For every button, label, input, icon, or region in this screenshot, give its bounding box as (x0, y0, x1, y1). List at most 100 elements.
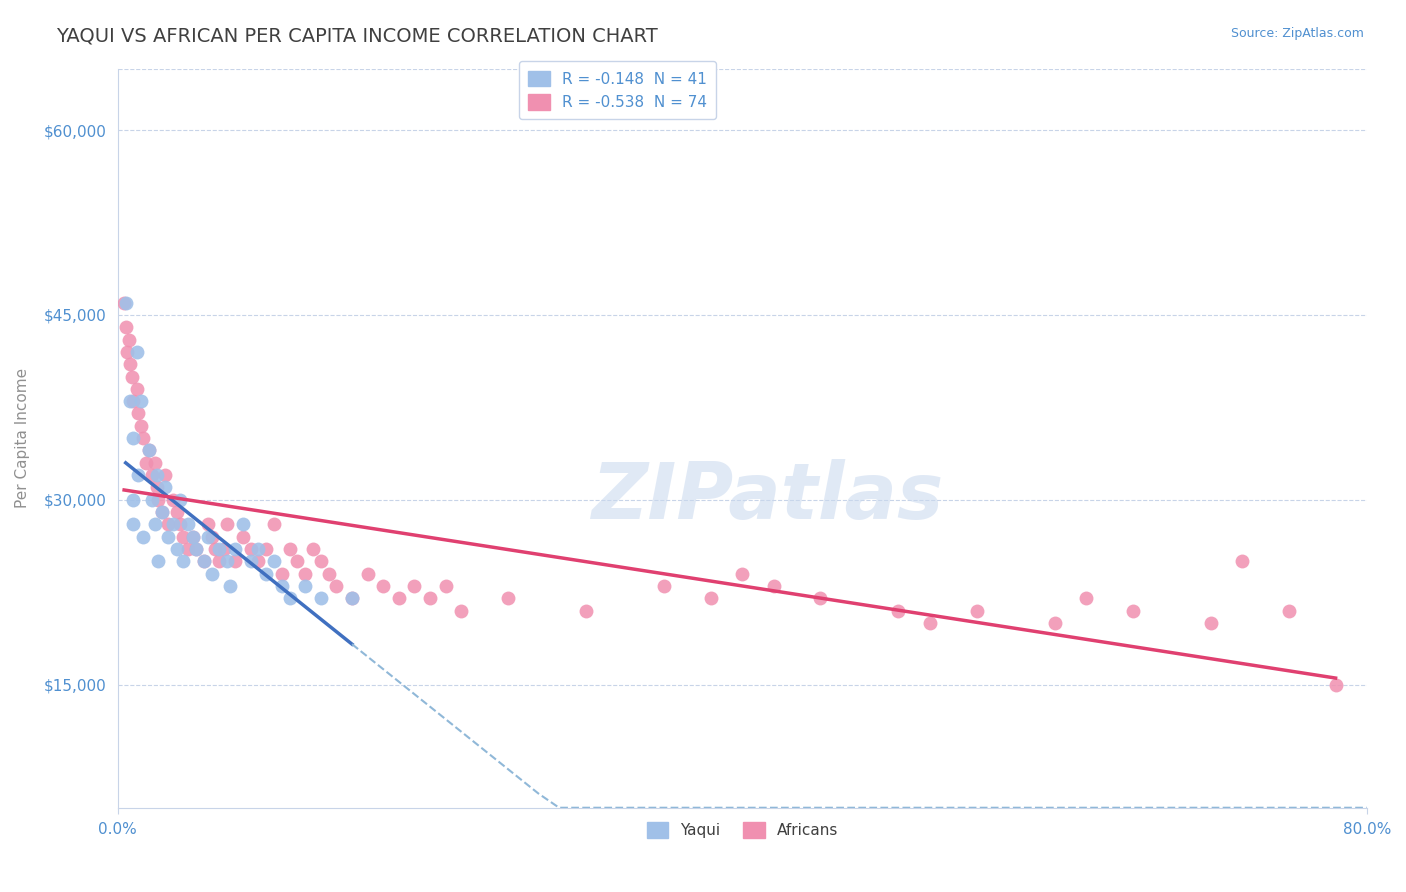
Point (141, 468, 163, 483)
Text: YAQUI VS AFRICAN PER CAPITA INCOME CORRELATION CHART: YAQUI VS AFRICAN PER CAPITA INCOME CORRE… (56, 27, 658, 45)
Text: ZIPatlas: ZIPatlas (591, 459, 943, 535)
Point (1230, 554, 1253, 568)
Point (212, 541, 235, 556)
Point (143, 456, 166, 470)
Point (278, 541, 301, 556)
Point (450, 604, 472, 618)
Point (263, 517, 285, 532)
Point (208, 554, 231, 568)
Point (810, 591, 832, 606)
Point (263, 554, 285, 568)
Point (200, 566, 222, 581)
Point (112, 295, 135, 310)
Point (232, 530, 254, 544)
Point (172, 530, 194, 544)
Point (169, 517, 191, 532)
Point (138, 443, 160, 458)
Point (150, 505, 173, 519)
Point (239, 554, 262, 568)
Point (148, 554, 170, 568)
Point (1074, 591, 1097, 606)
Point (148, 492, 170, 507)
Point (114, 320, 136, 334)
Point (388, 591, 411, 606)
Point (153, 480, 176, 494)
Point (129, 418, 152, 433)
Point (114, 295, 136, 310)
Point (1122, 604, 1144, 618)
Point (177, 541, 200, 556)
Point (219, 579, 242, 593)
Point (181, 530, 204, 544)
Point (224, 554, 246, 568)
Point (404, 579, 426, 593)
Point (217, 517, 239, 532)
Point (184, 541, 207, 556)
Point (127, 468, 149, 483)
Point (125, 382, 148, 396)
Point (122, 492, 145, 507)
Point (132, 431, 155, 445)
Point (294, 579, 316, 593)
Point (132, 530, 155, 544)
Point (254, 541, 277, 556)
Point (193, 554, 215, 568)
Point (120, 357, 142, 371)
Point (122, 431, 145, 445)
Point (373, 579, 395, 593)
Point (153, 468, 176, 483)
Point (496, 591, 519, 606)
Point (141, 492, 163, 507)
Point (340, 591, 363, 606)
Point (278, 591, 301, 606)
Point (177, 517, 200, 532)
Point (309, 591, 332, 606)
Point (1278, 604, 1301, 618)
Point (127, 407, 149, 421)
Point (731, 566, 754, 581)
Point (966, 604, 988, 618)
Point (197, 530, 219, 544)
Point (122, 517, 145, 532)
Point (150, 505, 173, 519)
Point (700, 591, 723, 606)
Point (302, 541, 325, 556)
Point (254, 566, 277, 581)
Point (166, 541, 188, 556)
Point (318, 566, 340, 581)
Point (146, 480, 169, 494)
Point (356, 566, 378, 581)
Point (247, 554, 270, 568)
Point (294, 566, 316, 581)
Y-axis label: Per Capita Income: Per Capita Income (15, 368, 30, 508)
Text: Source: ZipAtlas.com: Source: ZipAtlas.com (1230, 27, 1364, 40)
Point (200, 530, 222, 544)
Point (166, 505, 188, 519)
Point (184, 541, 207, 556)
Point (247, 541, 270, 556)
Point (197, 517, 219, 532)
Point (138, 443, 160, 458)
Point (224, 541, 246, 556)
Point (120, 394, 142, 409)
Point (169, 492, 191, 507)
Point (193, 554, 215, 568)
Point (575, 604, 598, 618)
Point (287, 554, 309, 568)
Point (217, 554, 239, 568)
Point (1199, 615, 1222, 630)
Point (156, 530, 179, 544)
Point (270, 566, 292, 581)
Legend: Yaqui, Africans: Yaqui, Africans (640, 816, 844, 845)
Point (146, 468, 169, 483)
Point (419, 591, 441, 606)
Point (208, 541, 231, 556)
Point (125, 344, 148, 359)
Point (156, 517, 179, 532)
Point (434, 579, 457, 593)
Point (270, 579, 292, 593)
Point (340, 591, 363, 606)
Point (135, 456, 157, 470)
Point (118, 333, 141, 347)
Point (162, 492, 184, 507)
